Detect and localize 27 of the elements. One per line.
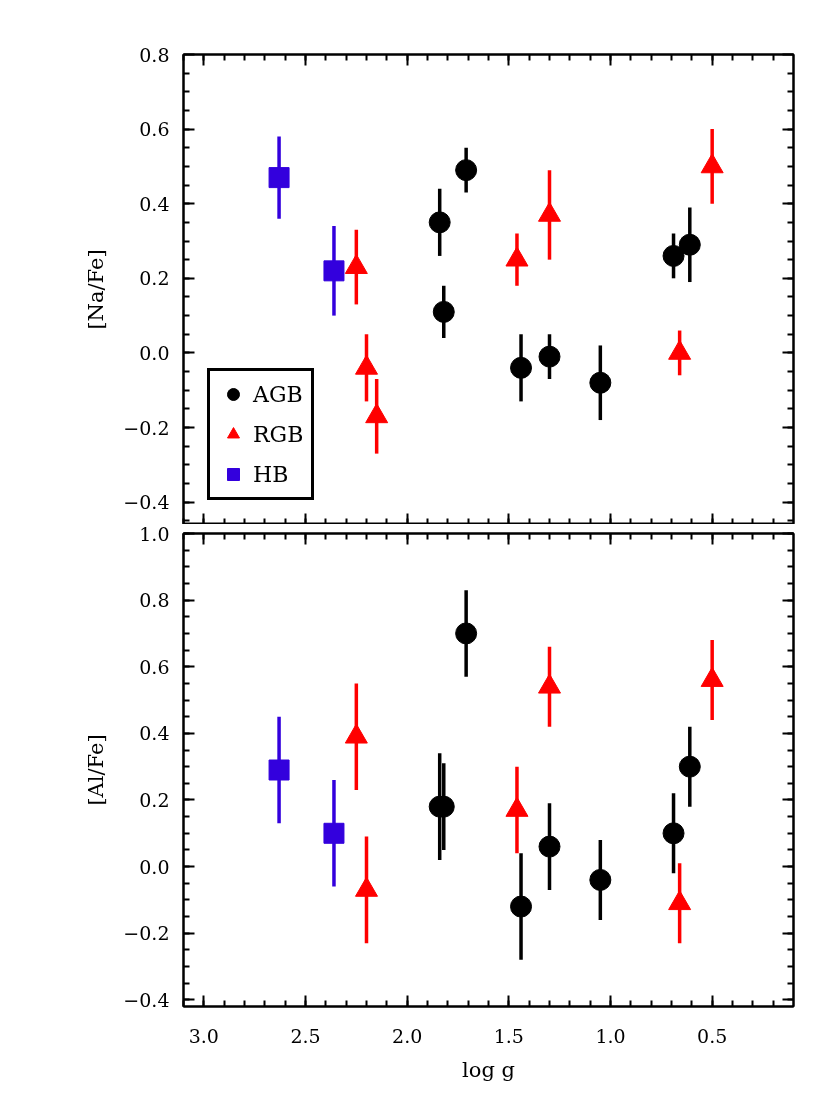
y-axis-title: [Na/Fe] [84,249,109,330]
y-tick-label: −0.4 [123,988,170,1011]
y-tick-label: 0.4 [139,192,170,215]
y-tick-label: 1.0 [139,522,170,545]
x-tick-label: 1.0 [595,1024,626,1047]
y-tick-label: −0.4 [123,491,170,514]
legend-label: RGB [253,420,304,449]
legend-label: AGB [253,380,303,409]
x-tick-label: 2.0 [392,1024,423,1047]
x-axis-title: log g [462,1057,515,1082]
y-tick-label: 0.8 [139,43,170,66]
y-tick-label: −0.2 [123,416,170,439]
x-tick-label: 3.0 [188,1024,219,1047]
y-tick-label: 0.8 [139,589,170,612]
x-tick-label: 0.5 [697,1024,728,1047]
y-tick-label: 0.0 [139,341,170,364]
x-tick-label: 1.5 [493,1024,524,1047]
y-tick-label: 0.2 [139,267,170,290]
y-tick-label: −0.2 [123,922,170,945]
y-tick-label: 0.2 [139,788,170,811]
y-tick-label: 0.4 [139,722,170,745]
y-tick-label: 0.6 [139,655,170,678]
legend-label: HB [253,460,289,489]
y-axis-title: [Al/Fe] [84,734,109,806]
x-tick-label: 2.5 [290,1024,321,1047]
y-tick-label: 0.0 [139,855,170,878]
y-tick-label: 0.6 [139,118,170,141]
